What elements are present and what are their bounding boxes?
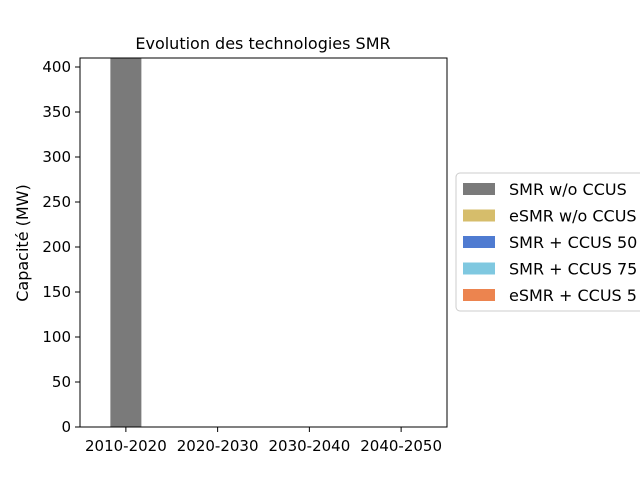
legend-swatch	[463, 289, 495, 301]
y-tick-label: 100	[42, 328, 71, 346]
legend-swatch	[463, 262, 495, 275]
y-tick-label: 0	[61, 418, 71, 436]
bars-layer	[110, 58, 142, 427]
x-tick-label: 2030-2040	[268, 437, 350, 455]
legend-swatch	[463, 236, 495, 248]
y-tick-label: 400	[42, 58, 71, 76]
y-tick-label: 300	[42, 148, 71, 166]
y-tick-label: 200	[42, 238, 71, 256]
y-tick-label: 50	[52, 373, 71, 391]
legend-swatch	[463, 183, 495, 195]
bar-1-1	[110, 58, 142, 427]
x-tick-label: 2010-2020	[85, 437, 167, 455]
plot-frame	[79, 57, 448, 428]
legend-label: eSMR + CCUS 5	[509, 286, 637, 305]
chart-title: Evolution des technologies SMR	[135, 34, 390, 53]
axes-layer: 0 50 100 150 200 250 300 350 400 2010-2020 2020-20…	[42, 57, 448, 455]
legend: SMR w/o CCUS eSMR w/o CCUS SMR + CCUS 50 SM…	[455, 172, 640, 312]
legend-label: SMR + CCUS 75	[509, 260, 637, 279]
x-tick-label: 2040-2050	[360, 437, 442, 455]
legend-box	[455, 172, 640, 312]
y-tick-label: 350	[42, 103, 71, 121]
legend-label: SMR + CCUS 50	[509, 233, 637, 252]
x-tick-label: 2020-2030	[177, 437, 259, 455]
y-tick-label: 250	[42, 193, 71, 211]
legend-label: eSMR w/o CCUS	[509, 207, 637, 226]
legend-swatch	[463, 209, 495, 222]
y-axis-label: Capacité (MW)	[13, 184, 32, 302]
legend-label: SMR w/o CCUS	[509, 180, 627, 199]
y-tick-label: 150	[42, 283, 71, 301]
